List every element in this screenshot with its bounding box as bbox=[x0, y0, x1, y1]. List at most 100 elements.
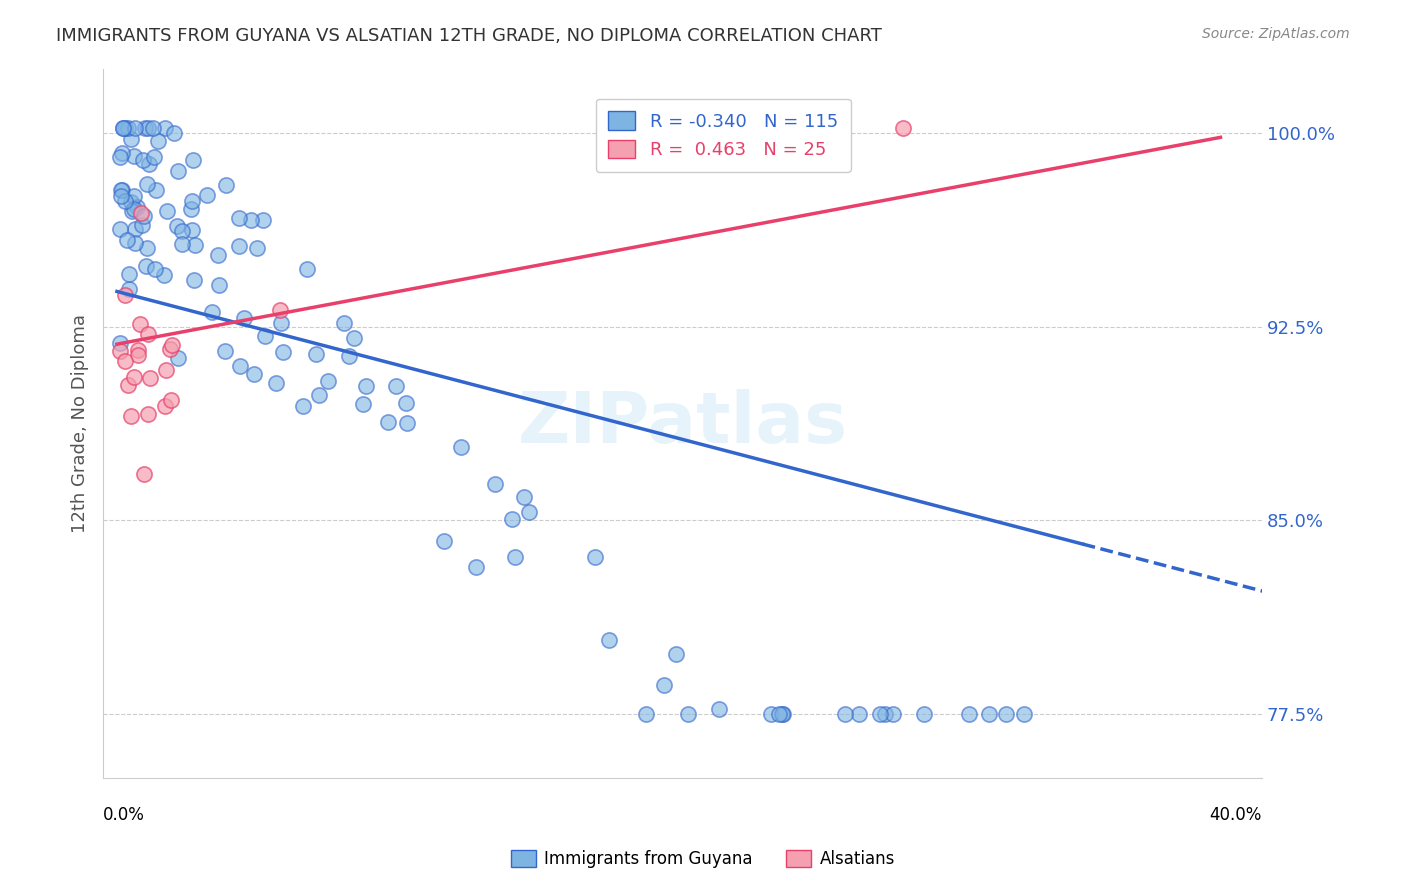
Point bbox=[108, 336, 131, 351]
Point bbox=[122, 149, 145, 163]
Point bbox=[214, 343, 236, 358]
Point bbox=[770, 706, 793, 721]
Point bbox=[136, 120, 159, 135]
Point bbox=[242, 367, 264, 381]
Point bbox=[450, 441, 472, 455]
Point bbox=[343, 331, 366, 345]
Point bbox=[124, 236, 146, 251]
Point bbox=[768, 706, 790, 721]
Point bbox=[772, 706, 794, 721]
Point bbox=[136, 241, 159, 255]
Point bbox=[111, 183, 134, 197]
Point bbox=[912, 706, 935, 721]
Point bbox=[122, 189, 145, 203]
Point bbox=[195, 188, 218, 202]
Point bbox=[501, 512, 523, 526]
Point bbox=[273, 344, 295, 359]
Point bbox=[503, 549, 526, 564]
Point bbox=[207, 248, 229, 262]
Point bbox=[995, 706, 1018, 721]
Point bbox=[377, 415, 399, 429]
Point bbox=[180, 202, 202, 217]
Point bbox=[583, 550, 606, 565]
Point bbox=[136, 177, 159, 191]
Point bbox=[162, 338, 184, 352]
Point bbox=[869, 706, 891, 721]
Point bbox=[110, 189, 132, 203]
Point bbox=[240, 213, 263, 227]
Point bbox=[484, 476, 506, 491]
Point bbox=[153, 120, 176, 135]
Point bbox=[253, 328, 276, 343]
Point bbox=[513, 490, 536, 504]
Point bbox=[215, 178, 238, 192]
Point bbox=[166, 219, 188, 233]
Point bbox=[1014, 706, 1036, 721]
Point bbox=[134, 120, 156, 135]
Point bbox=[181, 194, 204, 208]
Point bbox=[183, 273, 205, 287]
Point bbox=[138, 157, 160, 171]
Point bbox=[139, 371, 162, 385]
Point bbox=[136, 407, 159, 421]
Point bbox=[125, 200, 148, 214]
Point bbox=[118, 267, 141, 281]
Y-axis label: 12th Grade, No Diploma: 12th Grade, No Diploma bbox=[72, 314, 89, 533]
Point bbox=[252, 213, 274, 227]
Point bbox=[143, 262, 166, 277]
Point bbox=[127, 348, 149, 362]
Point bbox=[136, 327, 159, 342]
Point bbox=[233, 311, 256, 326]
Point bbox=[166, 163, 188, 178]
Point bbox=[789, 120, 811, 135]
Point bbox=[170, 237, 193, 252]
Point bbox=[155, 363, 177, 377]
Point bbox=[246, 241, 269, 255]
Point bbox=[114, 354, 136, 368]
Point bbox=[848, 706, 870, 721]
Point bbox=[120, 195, 142, 210]
Point bbox=[142, 120, 165, 135]
Point bbox=[264, 376, 287, 390]
Point bbox=[153, 399, 176, 413]
Point bbox=[395, 417, 418, 431]
Point bbox=[117, 120, 139, 135]
Point bbox=[142, 150, 165, 164]
Point bbox=[145, 183, 167, 197]
Point bbox=[162, 126, 184, 140]
Point bbox=[676, 706, 699, 721]
Point bbox=[652, 677, 675, 691]
Point bbox=[114, 287, 136, 301]
Point bbox=[117, 378, 139, 392]
Point bbox=[201, 305, 224, 319]
Point bbox=[122, 202, 145, 216]
Point bbox=[297, 262, 319, 277]
Point bbox=[112, 120, 135, 135]
Point bbox=[395, 396, 418, 410]
Point bbox=[891, 120, 914, 135]
Point bbox=[873, 706, 896, 721]
Point bbox=[337, 349, 360, 363]
Point bbox=[115, 234, 138, 248]
Point bbox=[228, 239, 250, 253]
Point bbox=[124, 120, 146, 135]
Point bbox=[316, 374, 339, 388]
Point bbox=[114, 120, 136, 135]
Text: 0.0%: 0.0% bbox=[103, 806, 145, 824]
Point bbox=[433, 534, 456, 549]
Point bbox=[146, 134, 169, 148]
Point bbox=[132, 153, 155, 168]
Text: Source: ZipAtlas.com: Source: ZipAtlas.com bbox=[1202, 27, 1350, 41]
Point bbox=[181, 153, 204, 167]
Point bbox=[112, 120, 135, 135]
Point bbox=[114, 194, 136, 209]
Point bbox=[786, 120, 808, 135]
Point bbox=[111, 145, 134, 160]
Point bbox=[517, 505, 540, 519]
Point bbox=[713, 120, 735, 135]
Point bbox=[759, 706, 782, 721]
Point bbox=[352, 397, 374, 411]
Point bbox=[229, 359, 252, 373]
Point bbox=[132, 467, 155, 481]
Point bbox=[269, 302, 291, 317]
